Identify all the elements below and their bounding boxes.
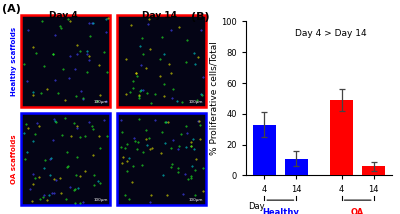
Text: (A): (A) [2,4,21,14]
Text: Day 14: Day 14 [142,11,176,20]
Text: OA: OA [351,208,364,214]
Text: Day 4 > Day 14: Day 4 > Day 14 [295,29,366,38]
Text: 100μm: 100μm [94,100,108,104]
Text: Healthy: Healthy [262,208,299,214]
Y-axis label: % Proliferative cells/Total: % Proliferative cells/Total [210,42,218,155]
FancyBboxPatch shape [117,15,206,107]
Text: (B): (B) [190,12,209,22]
Bar [285,159,308,175]
Text: 100μm: 100μm [189,100,204,104]
Text: Day 4: Day 4 [49,11,78,20]
Text: Day: Day [248,202,265,211]
Bar [253,125,276,175]
FancyBboxPatch shape [21,113,110,205]
Text: 100μm: 100μm [94,198,108,202]
Text: 100μm: 100μm [189,198,204,202]
Text: Healthy scaffolds: Healthy scaffolds [11,26,17,96]
FancyBboxPatch shape [117,113,206,205]
FancyBboxPatch shape [21,15,110,107]
Bar [362,166,385,175]
Bar [330,100,353,175]
Text: OA scaffolds: OA scaffolds [11,135,17,184]
